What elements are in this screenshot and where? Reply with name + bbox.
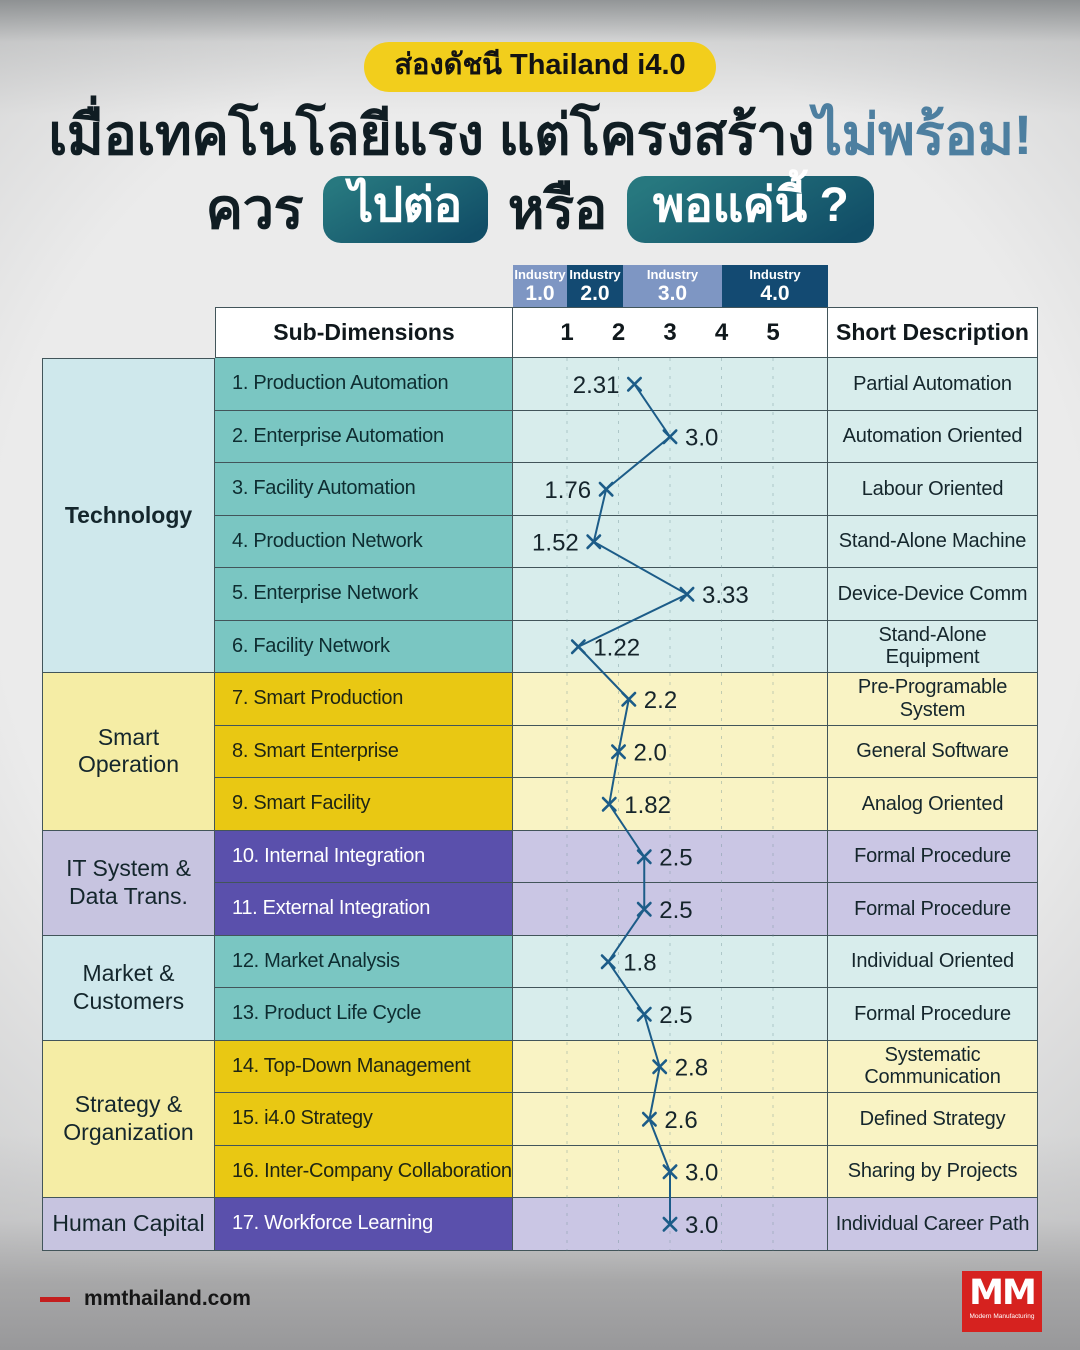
- chart-row-cell: [513, 830, 828, 883]
- footer: mmthailand.com: [40, 1287, 251, 1311]
- chart-row-cell: [513, 620, 828, 673]
- red-dash-icon: [40, 1296, 70, 1302]
- short-description-cell: Formal Procedure: [828, 988, 1038, 1041]
- industry-band-value: 2.0: [580, 282, 610, 305]
- short-description-cell: Formal Procedure: [828, 830, 1038, 883]
- chart-row-cell: [513, 883, 828, 936]
- mm-logo-letters: MM: [969, 1273, 1037, 1313]
- column-header-sub-dimensions: Sub-Dimensions: [215, 307, 513, 358]
- chart-row-cell: [513, 1198, 828, 1251]
- chart-row-cell: [513, 463, 828, 516]
- sub-dimension-label: 14. Top-Down Management: [215, 1040, 513, 1093]
- chart-row-cell: [513, 1093, 828, 1146]
- chart-row-cell: [513, 358, 828, 411]
- title-word-2: หรือ: [507, 177, 608, 241]
- industry-band-segment: Industry 3.0: [623, 265, 722, 307]
- dimension-group-cell: Technology: [42, 358, 215, 673]
- short-description-cell: Automation Oriented: [828, 410, 1038, 463]
- chart-row-cell: [513, 410, 828, 463]
- short-description-cell: Pre-Programable System: [828, 673, 1038, 726]
- dimension-group-cell: IT System & Data Trans.: [42, 830, 215, 936]
- option-pill-continue: ไปต่อ: [323, 175, 488, 244]
- industry-band-value: 3.0: [657, 282, 688, 305]
- short-description-cell: Device-Device Comm: [828, 568, 1038, 621]
- sub-dimension-label: 3. Facility Automation: [215, 463, 513, 516]
- industry-band-label: Industry: [749, 267, 801, 282]
- chart-row-cell: [513, 568, 828, 621]
- title-line-1: เมื่อเทคโนโลยีแรง แต่โครงสร้างไม่พร้อม!: [0, 101, 1080, 169]
- short-description-cell: Sharing by Projects: [828, 1145, 1038, 1198]
- sub-dimension-label: 6. Facility Network: [215, 620, 513, 673]
- scale-tick-label: 4: [714, 318, 729, 346]
- header: ส่องดัชนี Thailand i4.0 เมื่อเทคโนโลยีแร…: [0, 42, 1080, 244]
- scale-tick-label: 5: [766, 318, 780, 346]
- dimension-group-cell: Smart Operation: [42, 673, 215, 831]
- short-description-cell: Defined Strategy: [828, 1093, 1038, 1146]
- sub-dimension-label: 8. Smart Enterprise: [215, 725, 513, 778]
- title-word-1: ควร: [205, 177, 304, 241]
- scale-tick-label: 2: [611, 318, 626, 346]
- sub-dimension-label: 16. Inter-Company Collaboration: [215, 1145, 513, 1198]
- sub-dimension-label: 7. Smart Production: [215, 673, 513, 726]
- sub-dimension-label: 5. Enterprise Network: [215, 568, 513, 621]
- chart-row-cell: [513, 1145, 828, 1198]
- industry-band-segment: Industry 1.0: [513, 265, 567, 307]
- option-pill-stop: พอแค่นี้ ?: [626, 175, 875, 244]
- industry-band-segment: Industry 2.0: [567, 265, 623, 307]
- short-description-cell: Stand-Alone Equipment: [828, 620, 1038, 673]
- sub-dimension-label: 12. Market Analysis: [215, 935, 513, 988]
- chart-row-cell: [513, 515, 828, 568]
- dimension-group-cell: Market & Customers: [42, 935, 215, 1041]
- sub-dimension-label: 9. Smart Facility: [215, 778, 513, 831]
- industry-band-label: Industry: [569, 267, 621, 282]
- chart-row-cell: [513, 1040, 828, 1093]
- topic-badge: ส่องดัชนี Thailand i4.0: [364, 42, 716, 92]
- scale-tick-label: 1: [560, 318, 574, 346]
- title-text-black: เมื่อเทคโนโลยีแรง แต่โครงสร้าง: [48, 103, 815, 166]
- short-description-cell: Individual Career Path: [828, 1198, 1038, 1251]
- title-line-2: ควร ไปต่อ หรือ พอแค่นี้ ?: [0, 175, 1080, 244]
- short-description-cell: General Software: [828, 725, 1038, 778]
- industry-band-value: 4.0: [760, 282, 790, 305]
- column-header-short-description: Short Description: [828, 307, 1038, 358]
- dimension-group-cell: Human Capital: [42, 1198, 215, 1251]
- short-description-cell: Systematic Communication: [828, 1040, 1038, 1093]
- chart-row-cell: [513, 988, 828, 1041]
- data-grid: Sub-Dimensions 1 2 3 4 5 Short Description 2…: [42, 307, 1038, 1251]
- short-description-cell: Formal Procedure: [828, 883, 1038, 936]
- industry-band-segment: Industry 4.0: [722, 265, 828, 307]
- mm-logo-subtext: Modern Manufacturing: [969, 1313, 1035, 1320]
- sub-dimension-label: 2. Enterprise Automation: [215, 410, 513, 463]
- mm-brand-logo: MM Modern Manufacturing: [962, 1271, 1042, 1332]
- sub-dimension-label: 11. External Integration: [215, 883, 513, 936]
- short-description-cell: Individual Oriented: [828, 935, 1038, 988]
- scale-tick-label: 3: [663, 318, 677, 346]
- chart-row-cell: [513, 725, 828, 778]
- column-header-scale: 1 2 3 4 5: [513, 307, 828, 358]
- sub-dimension-label: 10. Internal Integration: [215, 830, 513, 883]
- website-link[interactable]: mmthailand.com: [84, 1287, 251, 1310]
- short-description-cell: Partial Automation: [828, 358, 1038, 411]
- industry-level-band: Industry 1.0 Industry 2.0 Industry 3.0 Industr…: [513, 265, 828, 307]
- industry-band-label: Industry: [646, 267, 699, 282]
- chart-row-cell: [513, 673, 828, 726]
- short-description-cell: Labour Oriented: [828, 463, 1038, 516]
- short-description-cell: Stand-Alone Machine: [828, 515, 1038, 568]
- industry-band-label: Industry: [514, 267, 566, 282]
- chart-row-cell: [513, 935, 828, 988]
- title-text-highlight: ไม่พร้อม!: [814, 103, 1032, 166]
- sub-dimension-label: 15. i4.0 Strategy: [215, 1093, 513, 1146]
- chart-row-cell: [513, 778, 828, 831]
- industry-band-value: 1.0: [525, 282, 555, 305]
- index-table: Industry 1.0 Industry 2.0 Industry 3.0 Industr…: [42, 265, 1038, 1251]
- sub-dimension-label: 13. Product Life Cycle: [215, 988, 513, 1041]
- sub-dimension-label: 4. Production Network: [215, 515, 513, 568]
- dimension-group-cell: Strategy & Organization: [42, 1040, 215, 1198]
- sub-dimension-label: 1. Production Automation: [215, 358, 513, 411]
- short-description-cell: Analog Oriented: [828, 778, 1038, 831]
- sub-dimension-label: 17. Workforce Learning: [215, 1198, 513, 1251]
